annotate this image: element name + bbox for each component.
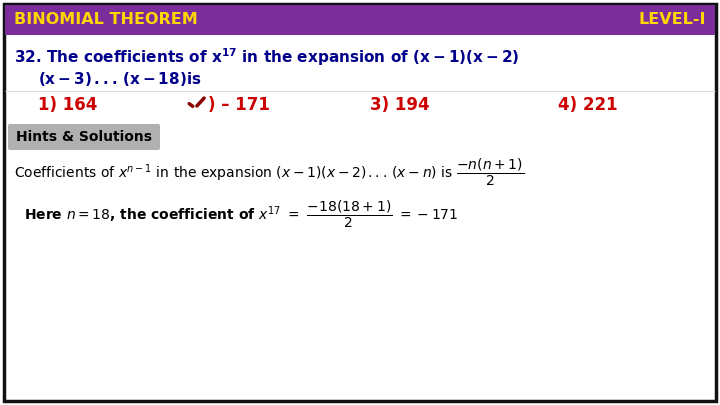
Text: LEVEL-I: LEVEL-I	[639, 13, 706, 28]
Text: BINOMIAL THEOREM: BINOMIAL THEOREM	[14, 13, 198, 28]
Text: 1) 164: 1) 164	[38, 96, 97, 114]
Text: Hints & Solutions: Hints & Solutions	[16, 130, 152, 144]
Text: Here $n = 18$, the coefficient of $x^{17}$ $=$ $\dfrac{-18(18+1)}{2}$ $=-171$: Here $n = 18$, the coefficient of $x^{17…	[24, 198, 459, 230]
FancyBboxPatch shape	[4, 4, 716, 401]
Text: 4) 221: 4) 221	[558, 96, 618, 114]
Text: 32. The coefficients of $\mathbf{x^{17}}$ in the expansion of $\mathbf{(x-1)(x-2: 32. The coefficients of $\mathbf{x^{17}}…	[14, 46, 519, 68]
Text: 3) 194: 3) 194	[370, 96, 430, 114]
Text: ) – 171: ) – 171	[208, 96, 270, 114]
Text: $\mathbf{(x-3)\,...\,(x-18)}$is: $\mathbf{(x-3)\,...\,(x-18)}$is	[38, 70, 202, 88]
FancyBboxPatch shape	[5, 5, 715, 35]
Text: Coefficients of $x^{n-1}$ in the expansion $(x-1)(x-2)\,...\,(x-n)$ is $\dfrac{-: Coefficients of $x^{n-1}$ in the expansi…	[14, 156, 524, 188]
FancyBboxPatch shape	[8, 124, 160, 150]
